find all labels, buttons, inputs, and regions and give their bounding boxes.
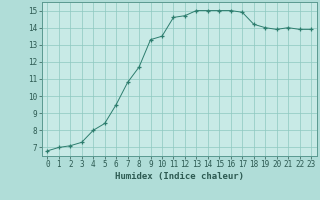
X-axis label: Humidex (Indice chaleur): Humidex (Indice chaleur) — [115, 172, 244, 181]
